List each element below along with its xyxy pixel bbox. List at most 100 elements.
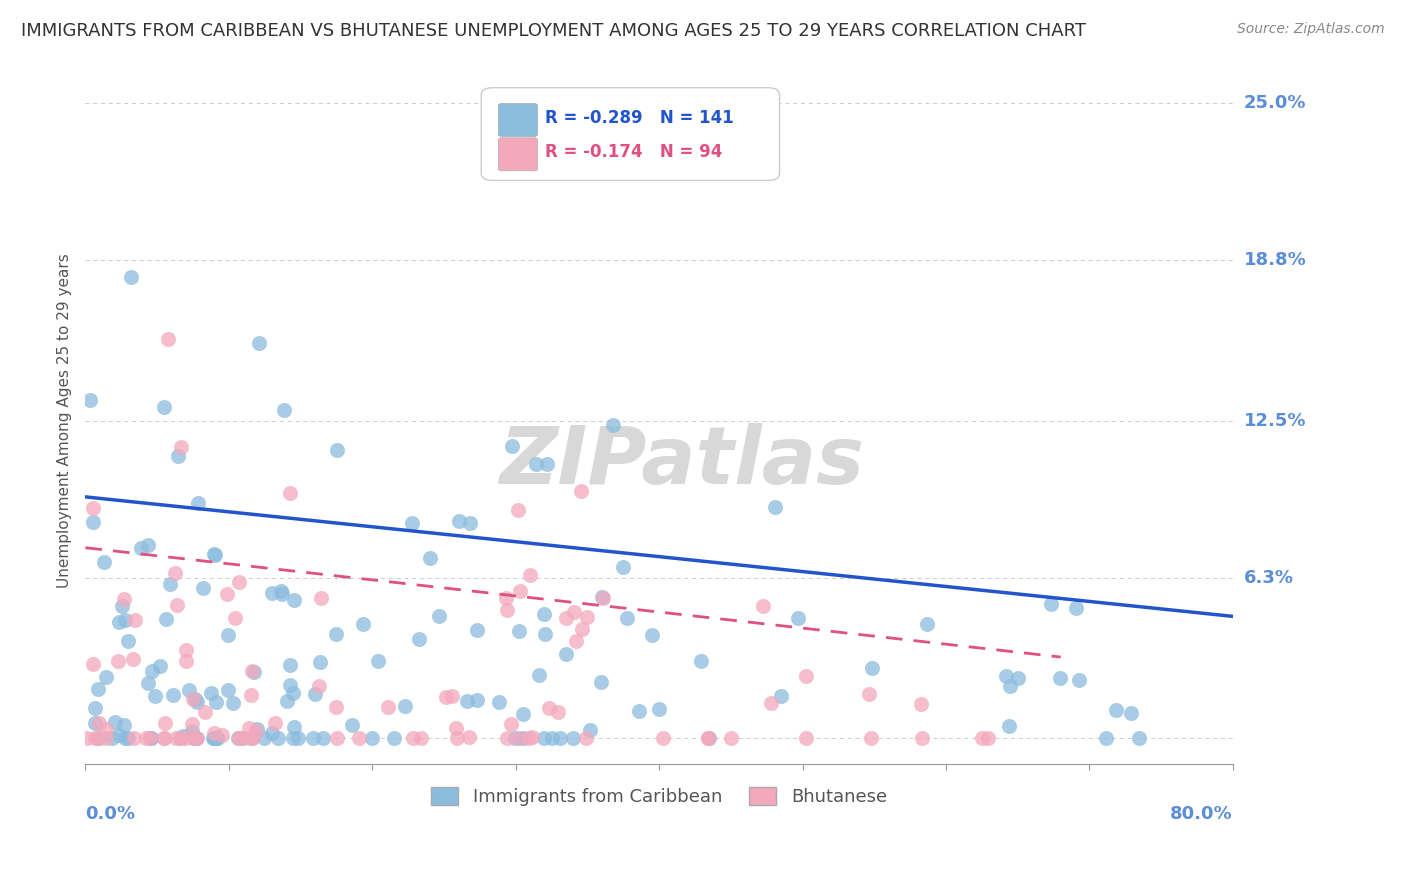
Point — [240, 731, 263, 746]
Point — [153, 401, 176, 415]
Point — [697, 731, 720, 746]
Point — [120, 270, 142, 285]
Point — [152, 731, 174, 746]
Point — [111, 599, 134, 613]
Point — [770, 690, 793, 704]
Point — [112, 591, 135, 606]
Text: R = -0.174   N = 94: R = -0.174 N = 94 — [546, 144, 723, 161]
Point — [759, 696, 782, 710]
Point — [184, 731, 207, 746]
Point — [215, 587, 238, 601]
Point — [94, 722, 117, 736]
Point — [402, 731, 425, 746]
Point — [278, 678, 301, 692]
Point — [240, 664, 263, 678]
Point — [697, 731, 720, 746]
Point — [325, 627, 347, 641]
Point — [589, 674, 612, 689]
Point — [270, 583, 292, 598]
Point — [165, 731, 187, 746]
Point — [180, 723, 202, 738]
Point — [100, 731, 122, 746]
Point — [444, 721, 467, 735]
Point — [152, 731, 174, 746]
Text: 18.8%: 18.8% — [1244, 252, 1306, 269]
Text: 12.5%: 12.5% — [1244, 411, 1306, 430]
Point — [309, 655, 332, 669]
Point — [202, 547, 225, 561]
Point — [1105, 703, 1128, 717]
Point — [183, 731, 205, 746]
Point — [648, 701, 671, 715]
Point — [465, 693, 488, 707]
Point — [201, 731, 224, 746]
Point — [87, 682, 110, 697]
Point — [591, 591, 613, 605]
Point — [571, 484, 593, 499]
Point — [107, 654, 129, 668]
Point — [592, 591, 614, 606]
Point — [136, 676, 159, 690]
Point — [84, 700, 107, 714]
Point — [308, 679, 330, 693]
Point — [247, 336, 270, 351]
Point — [312, 731, 335, 746]
Point — [76, 731, 98, 746]
Point — [84, 715, 107, 730]
Point — [408, 632, 430, 646]
Point — [602, 417, 624, 432]
Point — [211, 728, 233, 742]
Point — [139, 731, 162, 746]
Point — [501, 439, 523, 453]
Point — [94, 731, 117, 746]
Point — [641, 628, 664, 642]
Point — [155, 612, 177, 626]
Text: Source: ZipAtlas.com: Source: ZipAtlas.com — [1237, 22, 1385, 37]
Point — [181, 716, 204, 731]
Point — [340, 718, 363, 732]
Point — [245, 724, 267, 739]
Point — [246, 723, 269, 737]
Point — [204, 731, 226, 746]
Text: IMMIGRANTS FROM CARIBBEAN VS BHUTANESE UNEMPLOYMENT AMONG AGES 25 TO 29 YEARS CO: IMMIGRANTS FROM CARIBBEAN VS BHUTANESE U… — [21, 22, 1085, 40]
Text: R = -0.289   N = 141: R = -0.289 N = 141 — [546, 109, 734, 127]
Point — [519, 568, 541, 582]
Point — [238, 721, 260, 735]
Point — [253, 731, 276, 746]
Point — [202, 725, 225, 739]
Point — [1066, 600, 1088, 615]
Point — [174, 654, 197, 668]
Point — [162, 688, 184, 702]
Point — [325, 700, 347, 714]
Point — [267, 731, 290, 746]
Point — [858, 687, 880, 701]
Point — [304, 687, 326, 701]
Point — [512, 706, 534, 721]
Point — [87, 716, 110, 731]
Point — [141, 664, 163, 678]
Point — [575, 731, 598, 746]
Point — [720, 731, 742, 746]
Point — [533, 731, 555, 746]
Point — [82, 515, 104, 529]
Point — [555, 647, 578, 661]
Point — [616, 611, 638, 625]
Point — [1128, 731, 1150, 746]
Point — [697, 731, 720, 746]
Point — [184, 731, 207, 746]
Point — [970, 731, 993, 746]
Point — [447, 514, 470, 528]
Point — [240, 731, 263, 746]
Point — [117, 634, 139, 648]
Point — [690, 654, 713, 668]
Point — [786, 611, 808, 625]
Point — [1094, 731, 1116, 746]
Point — [186, 695, 208, 709]
Point — [508, 731, 530, 746]
Point — [458, 731, 481, 745]
Point — [82, 657, 104, 671]
Point — [243, 665, 266, 680]
Point — [910, 697, 932, 711]
Point — [200, 685, 222, 699]
Point — [367, 654, 389, 668]
